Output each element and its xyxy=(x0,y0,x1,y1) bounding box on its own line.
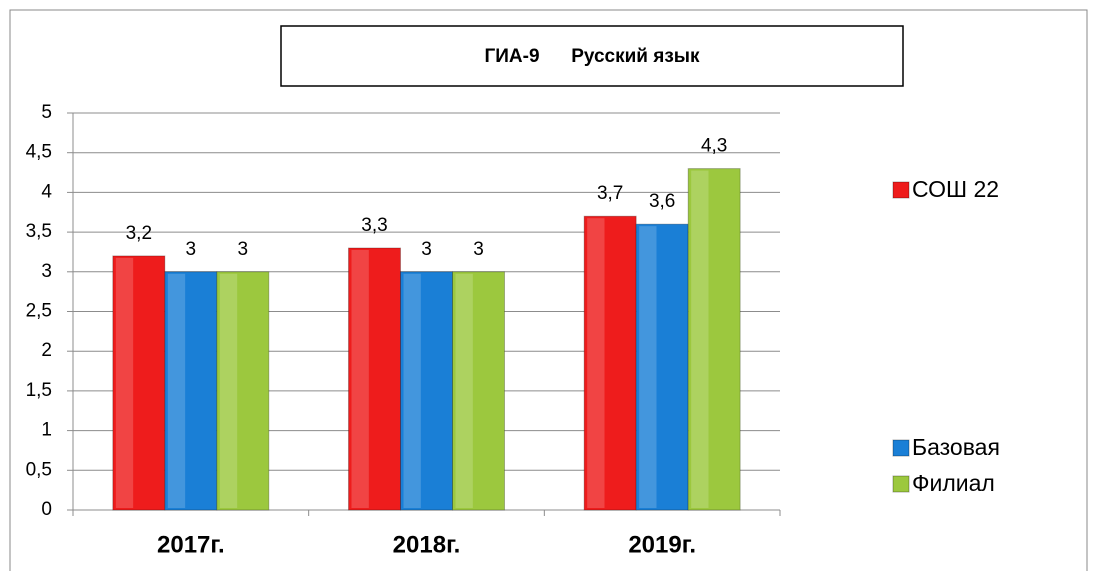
y-tick-label: 0,5 xyxy=(26,459,52,480)
y-tick-label: 2 xyxy=(41,340,52,361)
legend-swatch xyxy=(892,475,910,493)
y-tick-label: 4,5 xyxy=(26,142,52,163)
bar xyxy=(348,247,401,511)
bar-shine xyxy=(455,273,473,508)
title-box xyxy=(280,25,904,87)
value-label: 3 xyxy=(186,239,197,260)
bar xyxy=(452,271,505,511)
bar xyxy=(164,271,218,511)
bar xyxy=(112,255,166,511)
value-label: 3 xyxy=(473,239,484,260)
chart-title: ГИА-9 Русский язык xyxy=(484,46,700,67)
value-label: 3,3 xyxy=(361,215,387,236)
y-tick-label: 5 xyxy=(41,102,52,123)
y-tick-label: 3,5 xyxy=(26,221,52,242)
y-tick-label: 0 xyxy=(41,499,52,520)
bar xyxy=(583,215,637,511)
bar-shine xyxy=(115,257,134,508)
x-tick-label: 2018г. xyxy=(393,531,461,558)
bar-shine xyxy=(639,226,657,508)
bar xyxy=(400,271,453,511)
legend-label: Базовая xyxy=(912,434,1000,460)
legend-label: СОШ 22 xyxy=(912,176,999,202)
value-label: 3 xyxy=(238,239,249,260)
value-label: 3 xyxy=(421,239,432,260)
bar xyxy=(687,168,741,511)
value-label: 3,6 xyxy=(649,191,675,212)
bar-shine xyxy=(587,218,605,508)
y-tick-label: 3 xyxy=(41,261,52,282)
y-tick-label: 1 xyxy=(41,420,52,441)
x-tick-label: 2017г. xyxy=(157,531,225,558)
y-tick-label: 2,5 xyxy=(26,301,52,322)
bar-shine xyxy=(691,170,709,508)
legend-swatch xyxy=(892,439,910,457)
y-tick-label: 4 xyxy=(41,181,52,202)
value-label: 3,7 xyxy=(597,183,623,204)
bar-shine xyxy=(351,249,369,509)
legend-label: Филиал xyxy=(912,470,995,496)
bar-shine xyxy=(167,273,186,508)
legend-swatch xyxy=(892,181,910,199)
y-tick-label: 1,5 xyxy=(26,380,52,401)
bar-shine xyxy=(219,273,238,508)
x-tick-label: 2019г. xyxy=(628,531,696,558)
bar xyxy=(216,271,270,511)
bar-shine xyxy=(403,273,421,508)
value-label: 4,3 xyxy=(701,136,727,157)
value-label: 3,2 xyxy=(126,223,152,244)
